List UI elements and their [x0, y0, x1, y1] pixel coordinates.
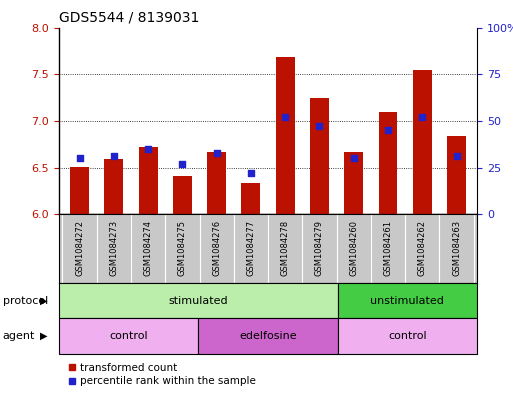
Point [178, 161, 186, 167]
Text: edelfosine: edelfosine [239, 331, 297, 341]
Point [212, 149, 221, 156]
Text: GSM1084275: GSM1084275 [178, 220, 187, 275]
Bar [338, 283, 477, 318]
Legend: transformed count, percentile rank within the sample: transformed count, percentile rank withi… [64, 359, 260, 390]
Bar [105, 159, 123, 214]
Text: control: control [388, 331, 427, 341]
Point [75, 155, 84, 162]
Text: GDS5544 / 8139031: GDS5544 / 8139031 [59, 11, 200, 25]
Text: ▶: ▶ [40, 331, 47, 341]
Text: agent: agent [3, 331, 35, 341]
Point [144, 146, 152, 152]
Bar [344, 152, 363, 214]
Bar [59, 318, 199, 354]
Point [350, 155, 358, 162]
Bar [379, 112, 398, 214]
Text: GSM1084277: GSM1084277 [246, 220, 255, 276]
Bar [199, 318, 338, 354]
Bar [70, 167, 89, 214]
Point [452, 153, 461, 160]
Bar [276, 57, 294, 214]
Bar [59, 283, 338, 318]
Bar [173, 176, 192, 214]
Text: ▶: ▶ [40, 296, 47, 306]
Point [247, 170, 255, 176]
Bar [207, 152, 226, 214]
Bar [338, 318, 477, 354]
Text: unstimulated: unstimulated [370, 296, 444, 306]
Bar [310, 97, 329, 214]
Point [281, 114, 289, 120]
Text: control: control [109, 331, 148, 341]
Bar [413, 70, 431, 214]
Text: protocol: protocol [3, 296, 48, 306]
Bar [139, 147, 157, 214]
Text: GSM1084279: GSM1084279 [315, 220, 324, 275]
Bar [447, 136, 466, 214]
Point [418, 114, 426, 120]
Text: GSM1084278: GSM1084278 [281, 220, 290, 276]
Text: GSM1084263: GSM1084263 [452, 220, 461, 276]
Text: stimulated: stimulated [169, 296, 228, 306]
Text: GSM1084276: GSM1084276 [212, 220, 221, 276]
Text: GSM1084262: GSM1084262 [418, 220, 427, 275]
Bar [242, 184, 260, 214]
Point [315, 123, 324, 130]
Text: GSM1084274: GSM1084274 [144, 220, 152, 275]
Text: GSM1084272: GSM1084272 [75, 220, 84, 275]
Text: GSM1084261: GSM1084261 [384, 220, 392, 275]
Point [384, 127, 392, 133]
Text: GSM1084260: GSM1084260 [349, 220, 358, 275]
Point [110, 153, 118, 160]
Text: GSM1084273: GSM1084273 [109, 220, 119, 276]
